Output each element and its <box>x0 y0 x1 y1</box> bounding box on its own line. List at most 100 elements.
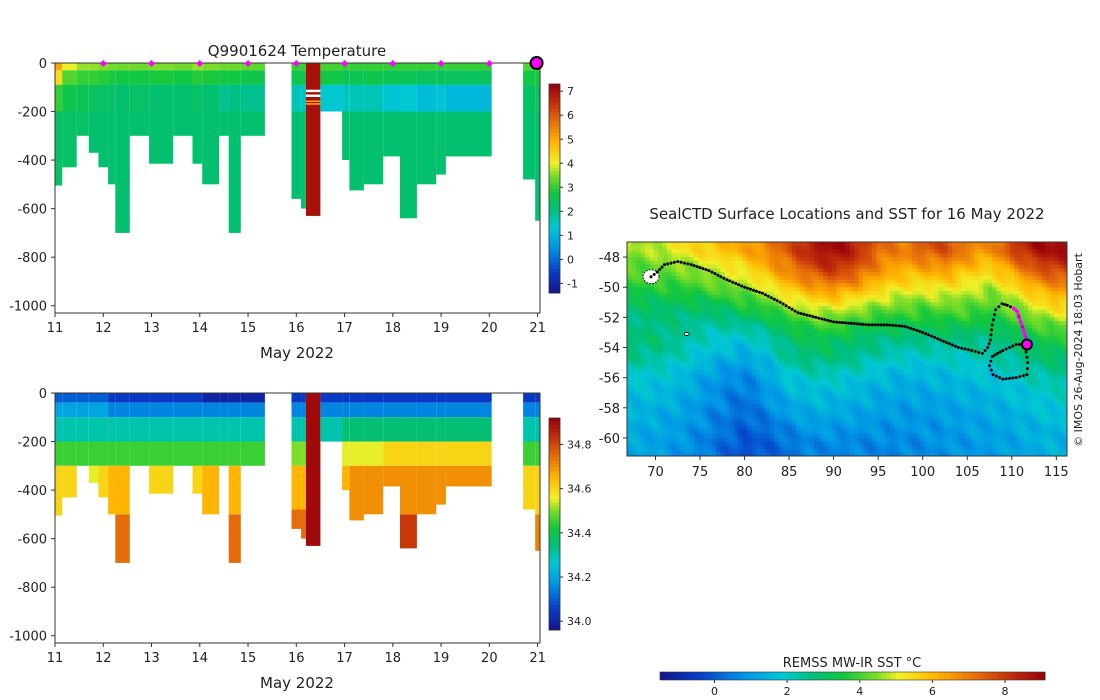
profile-cell <box>228 465 241 515</box>
sst-cell <box>974 340 980 345</box>
sst-cell <box>845 336 851 341</box>
sst-cell <box>653 340 659 345</box>
sst-cell <box>943 260 949 266</box>
sst-cell <box>729 366 735 371</box>
sst-cell <box>1063 313 1067 318</box>
sst-cell <box>831 407 837 413</box>
sst-cell <box>711 313 717 318</box>
sst-cell <box>894 407 900 413</box>
sst-cell <box>956 377 962 382</box>
sst-cell <box>711 332 717 337</box>
sst-cell <box>814 313 820 318</box>
sst-cell <box>631 321 637 326</box>
sst-cell <box>1063 294 1067 300</box>
sst-cell <box>1045 257 1051 262</box>
sst-cell <box>774 355 780 360</box>
sst-cell <box>627 366 633 371</box>
sst-cell <box>653 317 659 322</box>
sst-cell <box>840 404 846 409</box>
sst-cell <box>831 400 837 405</box>
sst-cell <box>1027 347 1033 352</box>
sst-cell <box>987 242 993 247</box>
sst-cell <box>974 249 980 254</box>
profile-cell <box>219 402 229 418</box>
sst-cell <box>889 249 895 254</box>
surface-marker <box>148 60 156 67</box>
sst-cell <box>827 385 833 390</box>
sst-cell <box>871 328 877 334</box>
sst-cell <box>894 377 900 382</box>
sst-cell <box>978 347 984 352</box>
sst-cell <box>778 242 784 247</box>
sst-cell <box>635 407 641 413</box>
sst-cell <box>1018 388 1024 394</box>
sst-cell <box>965 385 971 390</box>
sst-cell <box>635 321 641 326</box>
sst-cell <box>929 291 935 296</box>
sst-cell <box>965 275 971 281</box>
sst-cell <box>680 404 686 409</box>
sst-cell <box>1032 332 1038 337</box>
sst-cell <box>920 309 926 315</box>
sst-cell <box>876 407 882 413</box>
sst-cell <box>1032 257 1038 262</box>
profile-cell <box>320 63 343 71</box>
sst-cell <box>849 275 855 281</box>
sst-cell <box>1063 381 1067 386</box>
sst-cell <box>733 324 739 330</box>
sst-cell <box>836 294 842 300</box>
sst-cell <box>689 358 695 364</box>
sst-cell <box>649 260 655 266</box>
sst-cell <box>947 321 953 326</box>
sst-cell <box>987 306 993 311</box>
profile-cell <box>342 70 350 85</box>
sst-cell <box>1059 298 1065 303</box>
sst-cell <box>769 328 775 334</box>
sst-cell <box>1010 340 1016 345</box>
sst-cell <box>983 332 989 337</box>
sst-cell <box>658 313 664 318</box>
sst-cell <box>809 257 815 262</box>
sst-cell <box>747 279 753 285</box>
sst-cell <box>1005 283 1011 288</box>
sst-cell <box>787 317 793 322</box>
salinity-y-axis: 0-200-400-600-800-1000 <box>9 387 55 645</box>
sst-cell <box>956 332 962 337</box>
sst-cell <box>1036 294 1042 300</box>
sst-cell <box>774 343 780 349</box>
sst-cell <box>747 370 753 375</box>
sst-cell <box>667 264 673 269</box>
sst-cell <box>649 321 655 326</box>
sst-cell <box>996 249 1002 254</box>
sst-cell <box>854 373 860 379</box>
sst-cell <box>987 253 993 258</box>
sst-cell <box>1045 388 1051 394</box>
sst-cell <box>889 373 895 379</box>
sst-cell <box>818 309 824 315</box>
sst-cell <box>871 324 877 330</box>
sst-cell <box>969 249 975 254</box>
sst-cell <box>827 404 833 409</box>
colorbar-swatch <box>549 219 560 224</box>
colorbar-swatch <box>549 562 560 567</box>
sst-cell <box>716 291 722 296</box>
sst-cell <box>778 411 784 416</box>
sst-cell <box>907 355 913 360</box>
sst-cell <box>791 272 797 277</box>
sst-cell <box>635 249 641 254</box>
sst-cell <box>912 294 918 300</box>
sst-cell <box>729 392 735 398</box>
sst-cell <box>765 298 771 303</box>
sst-cell <box>1023 313 1029 318</box>
sst-cell <box>635 317 641 322</box>
sst-cell <box>1063 355 1067 360</box>
sst-cell <box>925 306 931 311</box>
sst-cell <box>849 351 855 356</box>
sst-cell <box>631 370 637 375</box>
sst-cell <box>974 257 980 262</box>
sst-cell <box>1023 404 1029 409</box>
sst-cell <box>640 279 646 285</box>
sst-cell <box>943 328 949 334</box>
sst-cell <box>1050 381 1056 386</box>
sst-cell <box>1041 362 1047 367</box>
